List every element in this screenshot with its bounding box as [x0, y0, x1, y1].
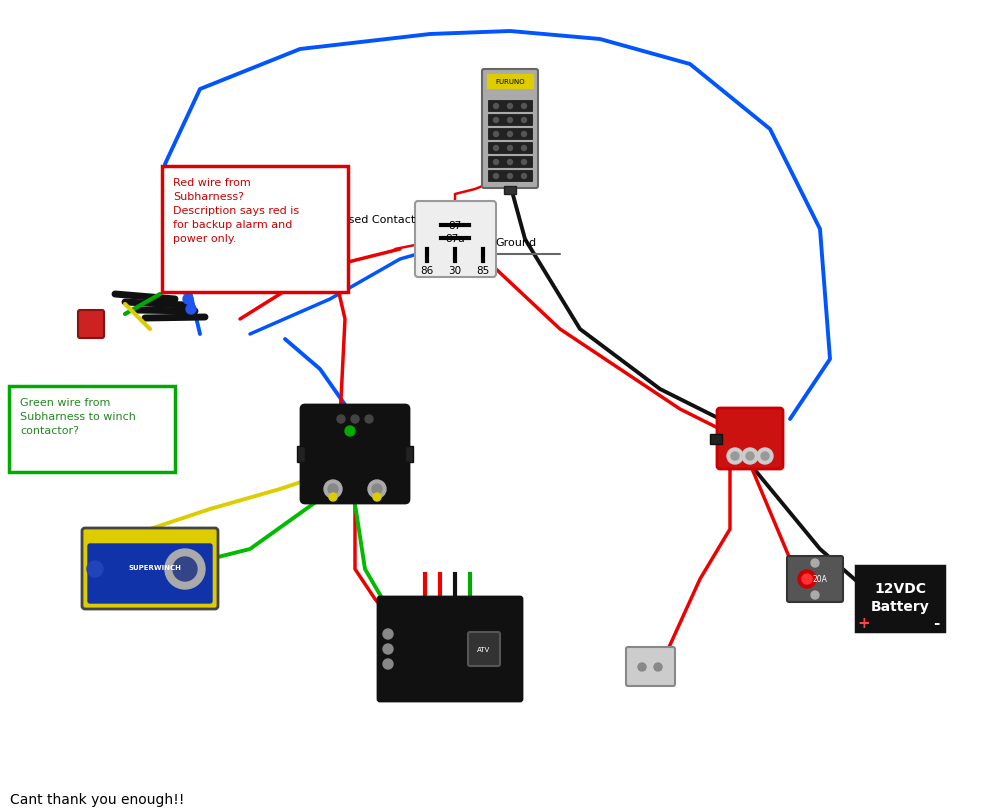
Circle shape — [802, 574, 812, 584]
Text: Closed Contact: Closed Contact — [331, 215, 415, 225]
Bar — [486, 74, 534, 90]
Text: SUPERWINCH: SUPERWINCH — [129, 564, 181, 570]
Bar — [710, 435, 722, 444]
Circle shape — [757, 448, 773, 465]
Circle shape — [368, 480, 386, 499]
Circle shape — [654, 663, 662, 672]
Circle shape — [494, 118, 498, 123]
Circle shape — [351, 415, 359, 423]
Circle shape — [494, 174, 498, 179]
Circle shape — [638, 663, 646, 672]
Text: -: - — [933, 616, 939, 631]
Circle shape — [383, 644, 393, 654]
Circle shape — [508, 105, 512, 109]
Bar — [488, 101, 532, 112]
Circle shape — [183, 294, 193, 305]
Circle shape — [383, 659, 393, 669]
Circle shape — [365, 415, 373, 423]
FancyBboxPatch shape — [82, 528, 218, 609]
Circle shape — [494, 161, 498, 165]
FancyBboxPatch shape — [162, 167, 348, 293]
Circle shape — [798, 570, 816, 588]
Text: Ground: Ground — [495, 238, 536, 247]
Text: Green wire from
Subharness to winch
contactor?: Green wire from Subharness to winch cont… — [20, 397, 136, 436]
Circle shape — [746, 453, 754, 461]
Circle shape — [329, 493, 337, 501]
Bar — [405, 446, 413, 462]
Circle shape — [186, 305, 196, 315]
Circle shape — [522, 146, 526, 152]
Circle shape — [811, 560, 819, 568]
Circle shape — [761, 453, 769, 461]
Text: FURUNO: FURUNO — [495, 79, 525, 85]
Circle shape — [742, 448, 758, 465]
Circle shape — [173, 557, 197, 581]
Circle shape — [494, 105, 498, 109]
Circle shape — [87, 561, 103, 577]
Text: 87: 87 — [448, 221, 462, 230]
FancyBboxPatch shape — [415, 202, 496, 277]
Text: 30: 30 — [448, 266, 462, 276]
Bar — [297, 446, 305, 462]
Circle shape — [731, 453, 739, 461]
Circle shape — [522, 174, 526, 179]
Circle shape — [328, 484, 338, 495]
Circle shape — [324, 480, 342, 499]
Circle shape — [337, 415, 345, 423]
Circle shape — [811, 591, 819, 599]
FancyBboxPatch shape — [88, 544, 212, 603]
Circle shape — [727, 448, 743, 465]
FancyBboxPatch shape — [378, 597, 522, 702]
FancyBboxPatch shape — [482, 70, 538, 189]
Circle shape — [508, 174, 512, 179]
FancyBboxPatch shape — [78, 311, 104, 338]
Bar — [488, 129, 532, 139]
Text: 85: 85 — [476, 266, 490, 276]
Circle shape — [494, 146, 498, 152]
Text: Cant thank you enough!!: Cant thank you enough!! — [10, 792, 184, 806]
Circle shape — [522, 118, 526, 123]
Circle shape — [508, 146, 512, 152]
Circle shape — [165, 549, 205, 590]
FancyBboxPatch shape — [787, 556, 843, 603]
Text: 12VDC
Battery: 12VDC Battery — [871, 581, 929, 613]
Bar — [504, 187, 516, 195]
Circle shape — [372, 484, 382, 495]
Text: +: + — [858, 616, 870, 631]
Circle shape — [508, 118, 512, 123]
FancyBboxPatch shape — [856, 566, 944, 631]
Text: Red wire from
Subharness?
Description says red is
for backup alarm and
power onl: Red wire from Subharness? Description sa… — [173, 178, 299, 243]
Bar — [488, 171, 532, 182]
Bar — [488, 157, 532, 168]
Circle shape — [522, 161, 526, 165]
FancyBboxPatch shape — [717, 409, 783, 470]
Circle shape — [508, 161, 512, 165]
Circle shape — [494, 132, 498, 137]
Circle shape — [345, 427, 355, 436]
Circle shape — [180, 285, 190, 294]
Circle shape — [373, 493, 381, 501]
Bar — [488, 115, 532, 126]
Text: 86: 86 — [420, 266, 434, 276]
Circle shape — [522, 132, 526, 137]
Text: 87a: 87a — [445, 234, 465, 243]
Bar — [488, 143, 532, 154]
Circle shape — [522, 105, 526, 109]
Text: ATV: ATV — [477, 646, 491, 652]
Circle shape — [383, 629, 393, 639]
FancyBboxPatch shape — [9, 387, 175, 473]
Text: 20A: 20A — [813, 575, 827, 584]
FancyBboxPatch shape — [468, 633, 500, 666]
Circle shape — [508, 132, 512, 137]
FancyBboxPatch shape — [301, 406, 409, 504]
FancyBboxPatch shape — [626, 647, 675, 686]
